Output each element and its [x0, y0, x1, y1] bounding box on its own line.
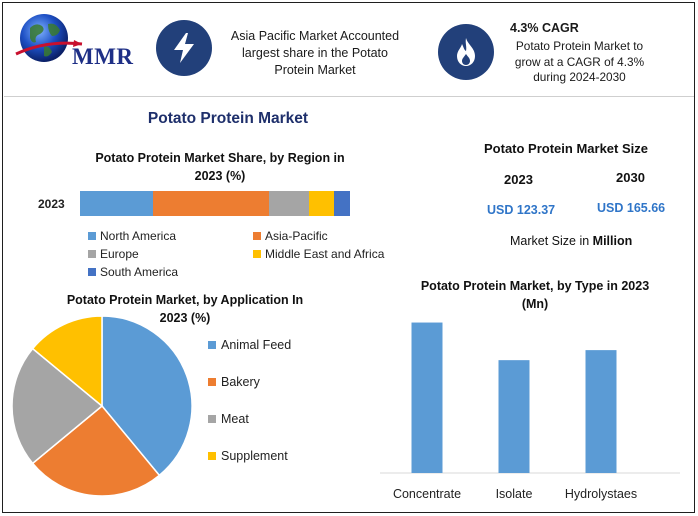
legend-label: Europe: [100, 247, 139, 261]
legend-label: Supplement: [221, 449, 288, 463]
legend-europe: Europe: [88, 247, 139, 261]
legend-middle-east-africa: Middle East and Africa: [253, 247, 384, 261]
market-size-title: Potato Protein Market Size: [484, 141, 648, 156]
type-title-line-1: Potato Protein Market, by Type in 2023: [420, 279, 650, 293]
market-size-year-2030: 2030: [616, 170, 645, 185]
type-bar-hydrolystaes: [585, 350, 617, 473]
flame-icon: [457, 38, 475, 66]
application-pie-chart: [11, 315, 193, 497]
market-size-year-2023: 2023: [504, 172, 533, 187]
info1-line-1: Asia Pacific Market Accounted: [230, 29, 400, 43]
legend-swatch: [208, 341, 216, 349]
market-size-note: Market Size in Million: [510, 234, 632, 248]
legend-south-america: South America: [88, 265, 178, 279]
pie-slice-meat: [11, 347, 104, 465]
type-title-line-2: (Mn): [521, 297, 549, 311]
market-size-value-2030: USD 165.66: [597, 201, 666, 215]
mmr-logo: MMR: [14, 10, 142, 72]
pie-legend-supplement: Supplement: [208, 449, 288, 463]
legend-north-america: North America: [88, 229, 176, 243]
region-title-line-1: Potato Protein Market Share, by Region i…: [95, 151, 345, 165]
legend-label: Meat: [221, 412, 249, 426]
legend-swatch: [208, 452, 216, 460]
market-size-value-2023: USD 123.37: [487, 203, 556, 217]
type-category-label: Hydrolystaes: [565, 487, 637, 501]
legend-swatch: [253, 250, 261, 258]
info2-line-2: grow at a CAGR of 4.3%: [514, 54, 645, 69]
application-title-line-2: 2023 (%): [159, 311, 211, 325]
pie-legend-animal-feed: Animal Feed: [208, 338, 291, 352]
info2-icon-circle: [438, 24, 494, 80]
region-category-label: 2023: [38, 197, 65, 211]
region-chart-title: Potato Protein Market Share, by Region i…: [70, 149, 370, 185]
main-title: Potato Protein Market: [147, 110, 309, 127]
type-category-label: Isolate: [496, 487, 533, 501]
region-stacked-bar: [80, 191, 350, 216]
market-size-note-unit: Million: [592, 234, 633, 248]
pie-legend-meat: Meat: [208, 412, 249, 426]
info1-line-2: largest share in the Potato: [242, 46, 388, 60]
pie-slice-bakery: [31, 404, 161, 497]
info2-line-1: Potato Protein Market to: [515, 39, 644, 53]
type-category-label: Concentrate: [393, 487, 461, 501]
legend-label: North America: [100, 229, 177, 243]
legend-label: Middle East and Africa: [265, 247, 385, 261]
type-bar-concentrate: [411, 322, 443, 473]
info1-text: Asia Pacific Market Accounted largest sh…: [215, 28, 415, 79]
header-divider: [4, 96, 694, 97]
legend-swatch: [208, 378, 216, 386]
legend-label: Asia-Pacific: [265, 229, 328, 243]
region-bar-segment-middle-east-and-africa: [309, 191, 334, 216]
logo-text: MMR: [72, 44, 134, 69]
globe-icon: [15, 14, 83, 62]
cagr-title: 4.3% CAGR: [510, 21, 579, 35]
application-chart-title: Potato Protein Market, by Application In…: [30, 291, 340, 327]
legend-swatch: [88, 250, 96, 258]
info2-line-3: during 2024-2030: [533, 70, 626, 84]
type-bar-chart: Concentrate Isolate Hydrolystaes: [380, 322, 680, 501]
legend-swatch: [88, 232, 96, 240]
info1-icon-circle: [156, 20, 212, 76]
legend-label: South America: [100, 265, 179, 279]
pie-legend-bakery: Bakery: [208, 375, 260, 389]
application-title-line-1: Potato Protein Market, by Application In: [66, 293, 304, 307]
type-bar-isolate: [498, 360, 530, 473]
info2-text: Potato Protein Market to grow at a CAGR …: [502, 39, 657, 86]
info1-line-3: Protein Market: [274, 63, 356, 77]
region-title-line-2: 2023 (%): [194, 169, 246, 183]
legend-swatch: [208, 415, 216, 423]
lightning-icon: [174, 33, 194, 63]
region-bar-segment-north-america: [80, 191, 153, 216]
legend-asia-pacific: Asia-Pacific: [253, 229, 328, 243]
legend-swatch: [88, 268, 96, 276]
region-bar-segment-europe: [268, 191, 310, 216]
market-size-note-prefix: Market Size in: [510, 234, 593, 248]
legend-label: Animal Feed: [221, 338, 292, 352]
region-bar-segment-asia-pacific: [152, 191, 269, 216]
region-bar-segment-south-america: [333, 191, 350, 216]
pie-slice-supplement: [31, 315, 103, 408]
type-chart-title: Potato Protein Market, by Type in 2023 (…: [380, 277, 690, 313]
legend-swatch: [253, 232, 261, 240]
pie-slice-animal-feed: [101, 315, 193, 477]
legend-label: Bakery: [221, 375, 260, 389]
